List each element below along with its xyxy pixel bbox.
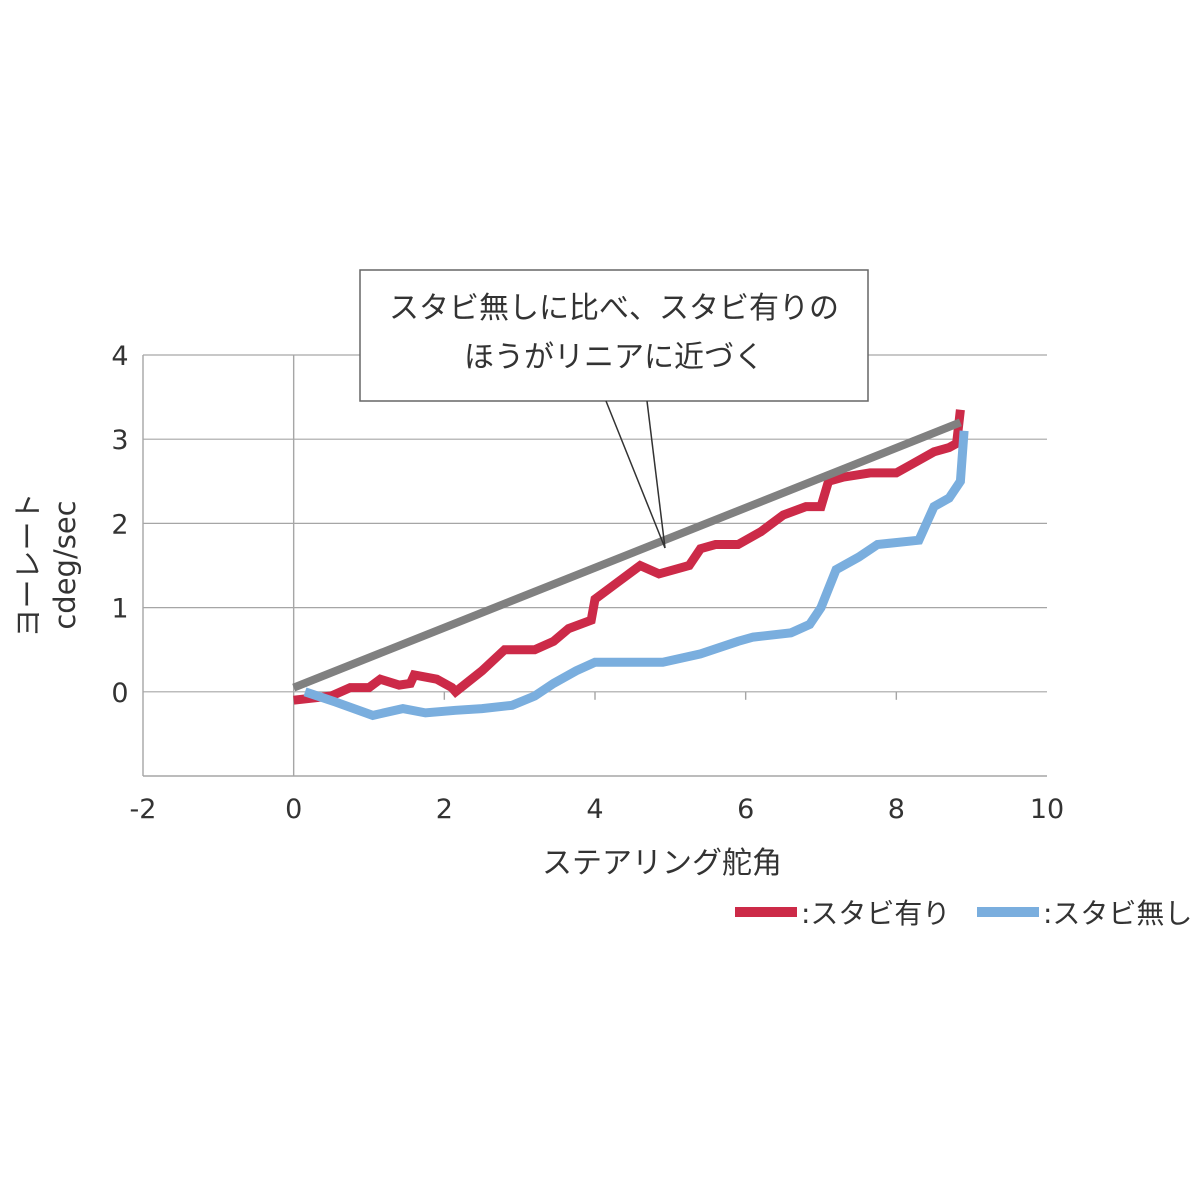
y-tick-label: 4 [111,341,128,372]
annotation-box [359,269,869,402]
axes: -2 0 2 4 6 8 10 0 1 2 3 4 [111,341,1064,825]
y-tick-label: 3 [111,425,128,456]
y-tick-label: 0 [111,678,128,709]
x-tick-label: -2 [130,794,157,825]
x-axis-title: ステアリング舵角 [542,846,782,881]
x-tick-label: 8 [888,794,905,825]
annotation-text: スタビ無しに比べ、スタビ有りの [389,291,839,326]
x-tick-label: 0 [285,794,302,825]
axis-labels: ステアリング舵角 ヨーレート cdeg/sec [11,492,782,881]
legend-label: :スタビ有り [801,897,950,930]
y-axis-title: cdeg/sec [48,500,82,629]
x-tick-label: 4 [586,794,603,825]
x-tick-label: 10 [1030,794,1064,825]
legend: :スタビ有り :スタビ無し [735,897,1192,930]
y-tick-label: 2 [111,509,128,540]
y-tick-label: 1 [111,594,128,625]
y-axis-title: ヨーレート [11,492,45,637]
linear-reference-line [292,418,962,692]
grid-lines [143,354,1047,693]
annotation-leader-line [605,400,666,549]
x-tick-label: 6 [737,794,754,825]
annotation-text: ほうがリニアに近づく [464,340,764,375]
annotation-leader-line [646,400,666,549]
x-tick-label: 2 [436,794,453,825]
series-line [293,409,965,705]
legend-label: :スタビ無し [1043,897,1192,930]
series-line [303,430,969,721]
series-lines [292,409,969,721]
